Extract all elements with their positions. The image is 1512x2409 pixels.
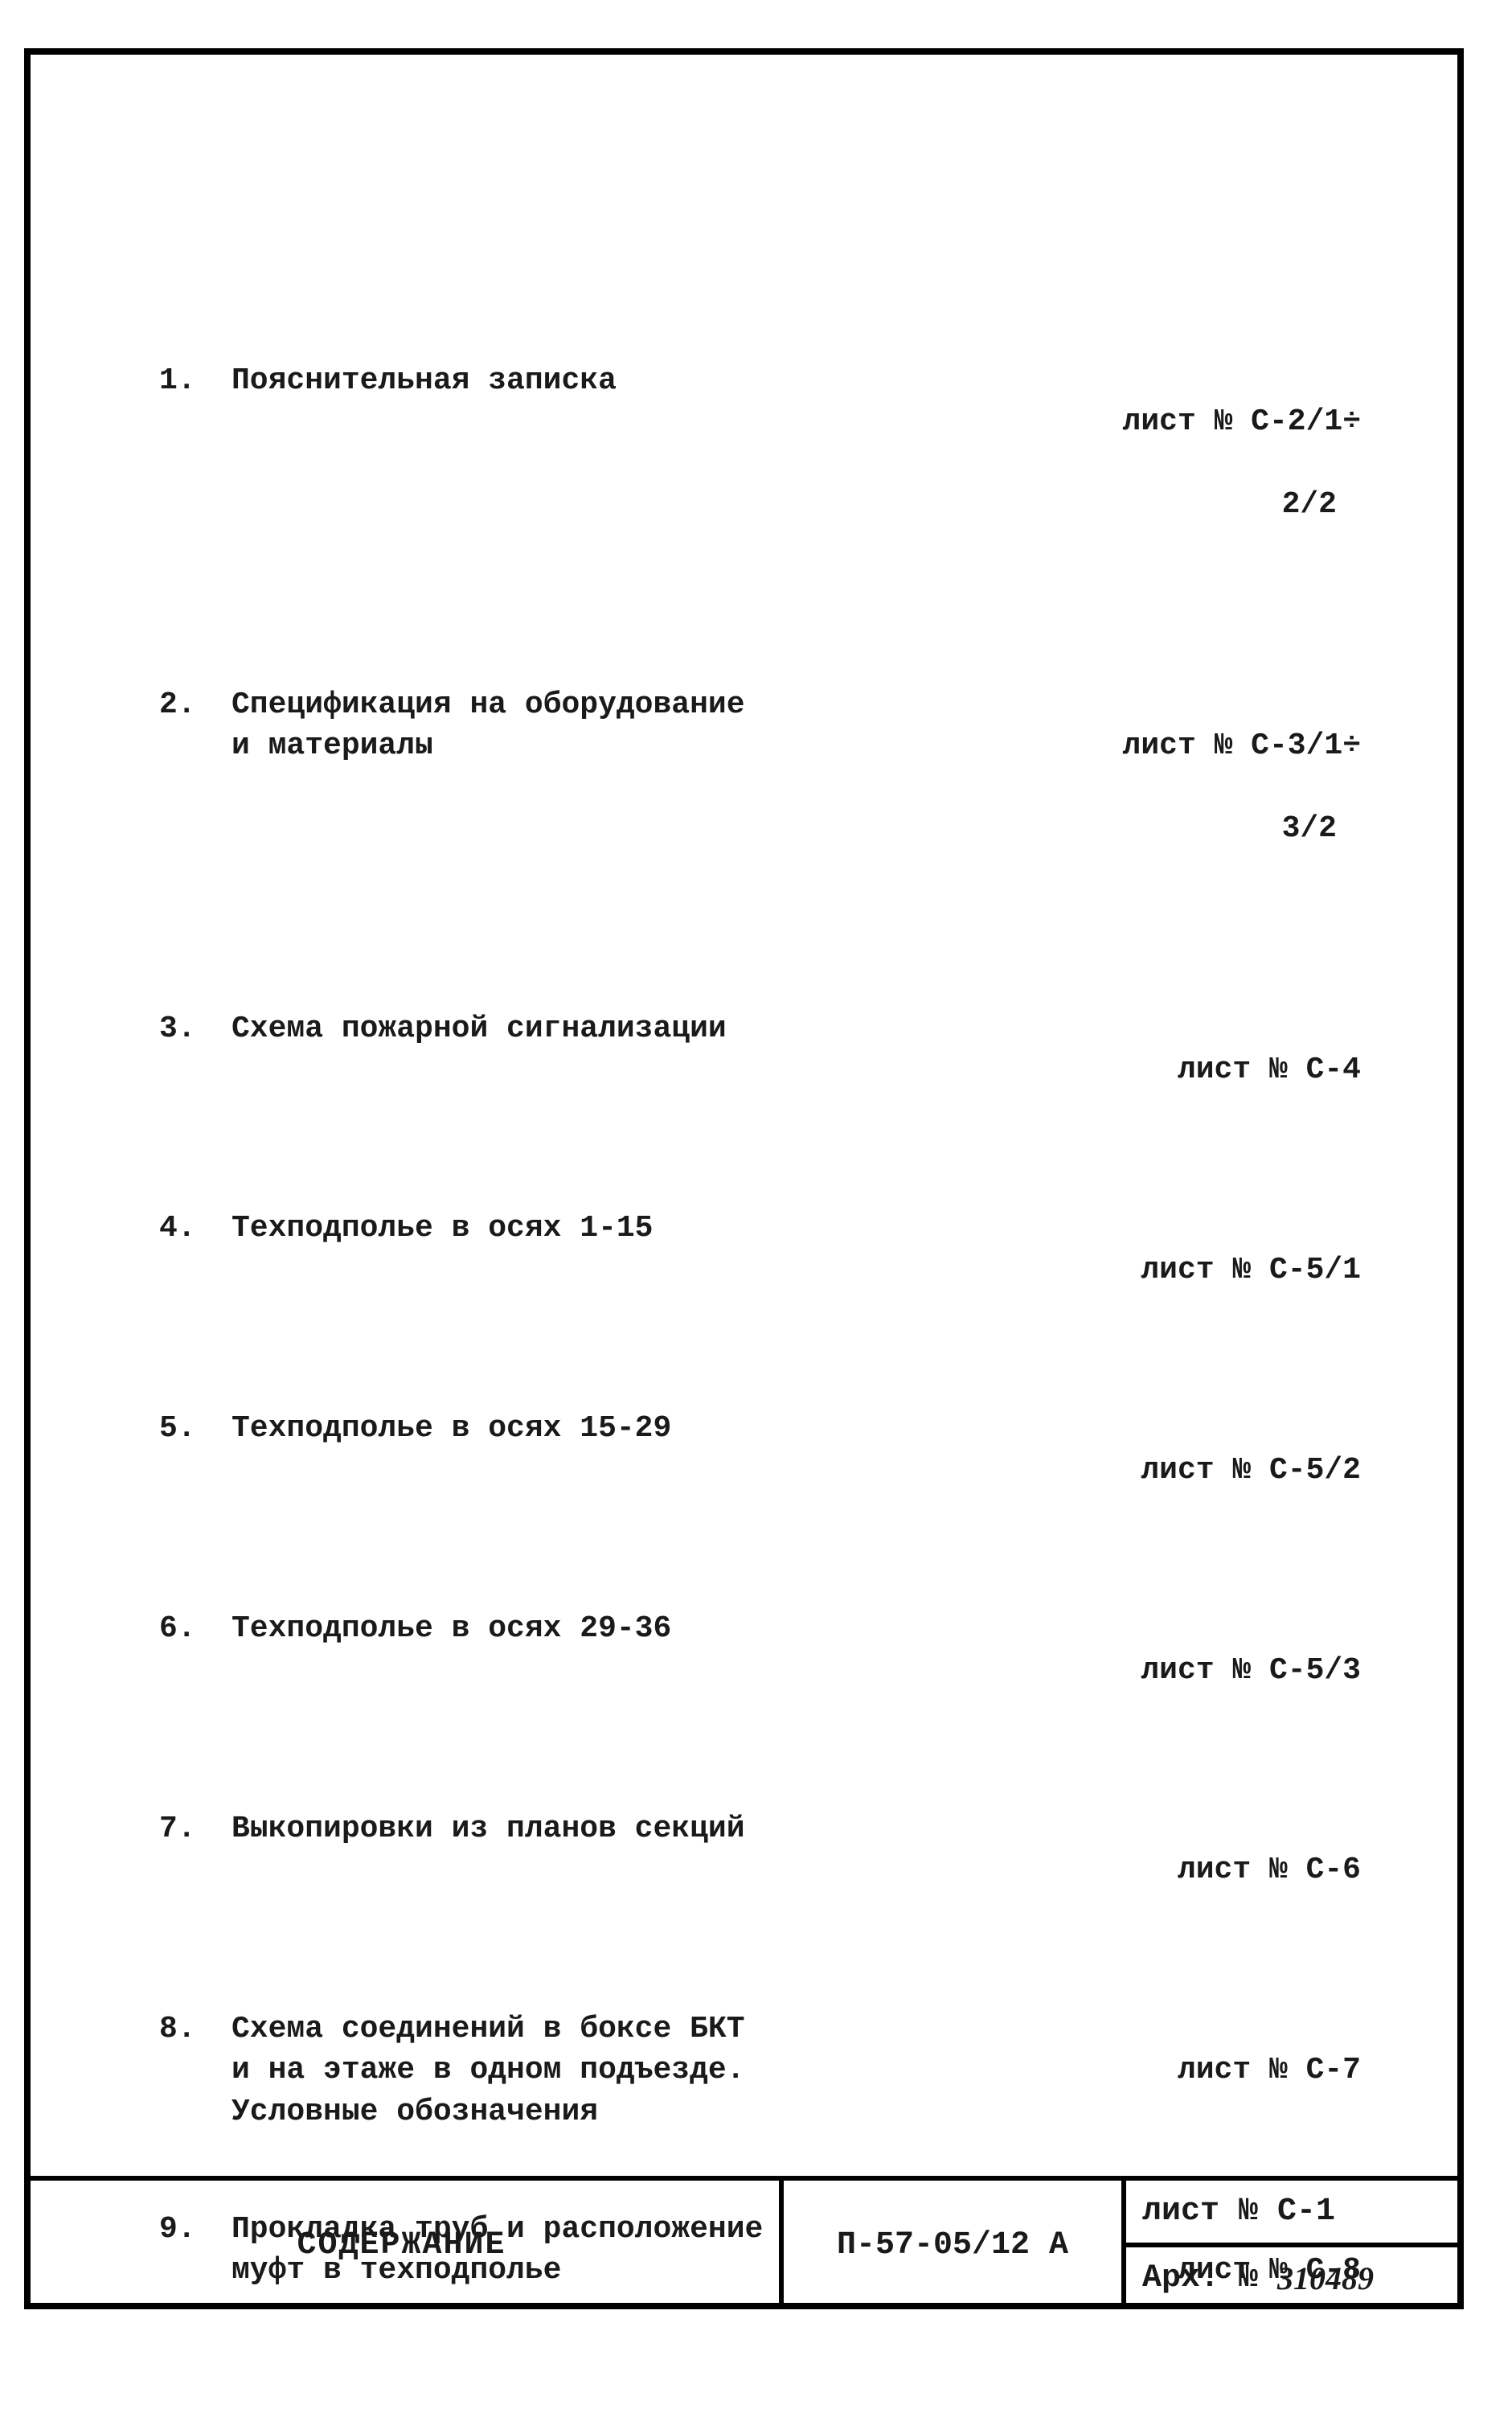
toc-description: Техподполье в осях 15-29	[232, 1408, 957, 1449]
toc-sheet-main: лист № С-4	[1178, 1053, 1361, 1087]
toc-number: 2.	[159, 684, 232, 725]
title-block-archive: Арх. № 310489	[1126, 2247, 1464, 2309]
toc-sheet: лист № С-5/1	[957, 1208, 1361, 1332]
table-of-contents: 1. Пояснительная записка лист № С-2/1÷ 2…	[159, 360, 1361, 2409]
toc-description: Техподполье в осях 1-15	[232, 1208, 957, 1249]
toc-sheet-main: лист № С-3/1÷	[1123, 728, 1361, 763]
toc-number: 3.	[159, 1008, 232, 1049]
drawing-frame: 1. Пояснительная записка лист № С-2/1÷ 2…	[24, 48, 1464, 2309]
title-block-title: СОДЕРЖАНИЕ	[24, 2181, 784, 2309]
toc-sheet-main: лист № С-7	[1178, 2053, 1361, 2087]
toc-sheet-main: лист № С-5/1	[1141, 1253, 1361, 1287]
toc-sheet: лист № С-6	[994, 1808, 1361, 1932]
toc-description: Пояснительная записка	[232, 360, 940, 401]
page: 1. Пояснительная записка лист № С-2/1÷ 2…	[0, 0, 1512, 2341]
archive-number: 310489	[1277, 2259, 1374, 2297]
toc-sheet: лист № С-2/1÷ 2/2	[940, 360, 1362, 608]
toc-row: 5. Техподполье в осях 15-29 лист № С-5/2	[159, 1408, 1361, 1532]
toc-number: 7.	[159, 1808, 232, 1849]
title-block-doc-number: П-57-05/12 А	[784, 2181, 1126, 2309]
title-block-sheet: лист № С-1	[1126, 2181, 1464, 2247]
toc-sheet: лист № С-7	[994, 2009, 1361, 2132]
toc-row: 8. Схема соединений в боксе БКТи на этаж…	[159, 2009, 1361, 2132]
toc-row: 1. Пояснительная записка лист № С-2/1÷ 2…	[159, 360, 1361, 608]
toc-number: 1.	[159, 360, 232, 401]
toc-sheet-main: лист № С-5/2	[1141, 1453, 1361, 1488]
toc-number: 8.	[159, 2009, 232, 2050]
toc-sheet: лист № С-4	[994, 1008, 1361, 1132]
toc-sheet-main: лист № С-6	[1178, 1853, 1361, 1887]
toc-row: 6. Техподполье в осях 29-36 лист № С-5/3	[159, 1608, 1361, 1732]
toc-row: 4. Техподполье в осях 1-15 лист № С-5/1	[159, 1208, 1361, 1332]
toc-sheet: лист № С-5/2	[957, 1408, 1361, 1532]
toc-row: 7. Выкопировки из планов секций лист № С…	[159, 1808, 1361, 1932]
toc-number: 6.	[159, 1608, 232, 1649]
toc-description: Техподполье в осях 29-36	[232, 1608, 957, 1649]
toc-row: 3. Схема пожарной сигнализации лист № С-…	[159, 1008, 1361, 1132]
toc-sheet: лист № С-5/3	[957, 1608, 1361, 1732]
toc-sheet-sub: 2/2	[940, 484, 1362, 525]
toc-sheet: лист № С-3/1÷ 3/2	[940, 684, 1362, 932]
toc-row: 2. Спецификация на оборудованиеи материа…	[159, 684, 1361, 932]
toc-description: Спецификация на оборудованиеи материалы	[232, 684, 940, 767]
archive-label: Арх. №	[1142, 2260, 1277, 2296]
toc-number: 5.	[159, 1408, 232, 1449]
title-block-right: лист № С-1 Арх. № 310489	[1126, 2181, 1464, 2309]
toc-description: Схема соединений в боксе БКТи на этаже в…	[232, 2009, 994, 2132]
toc-sheet-sub: 3/2	[940, 808, 1362, 849]
toc-description: Схема пожарной сигнализации	[232, 1008, 994, 1049]
toc-sheet-main: лист № С-5/3	[1141, 1653, 1361, 1688]
toc-description: Выкопировки из планов секций	[232, 1808, 994, 1849]
toc-number: 4.	[159, 1208, 232, 1249]
title-block: СОДЕРЖАНИЕ П-57-05/12 А лист № С-1 Арх. …	[24, 2176, 1464, 2309]
toc-sheet-main: лист № С-2/1÷	[1123, 404, 1361, 439]
